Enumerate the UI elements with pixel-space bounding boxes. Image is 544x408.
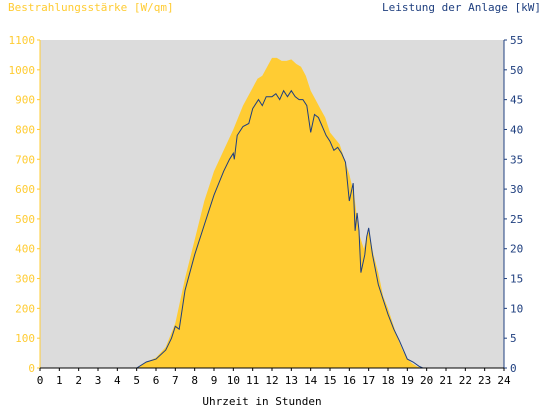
x-tick-label: 17 xyxy=(362,374,375,387)
left-axis-title: Bestrahlungsstärke [W/qm] xyxy=(8,1,174,14)
right-tick-label: 30 xyxy=(510,183,523,196)
right-tick-label: 10 xyxy=(510,302,523,315)
right-tick-label: 20 xyxy=(510,243,523,256)
x-tick-label: 2 xyxy=(75,374,82,387)
right-tick-label: 50 xyxy=(510,64,523,77)
left-tick-label: 700 xyxy=(15,153,35,166)
left-tick-label: 900 xyxy=(15,94,35,107)
axes-layer: 0100200300400500600700800900100011000510… xyxy=(9,34,524,387)
x-tick-label: 20 xyxy=(420,374,433,387)
left-tick-label: 1100 xyxy=(9,34,36,47)
power-line xyxy=(40,89,504,369)
x-tick-label: 12 xyxy=(265,374,278,387)
x-tick-label: 1 xyxy=(56,374,63,387)
x-tick-label: 15 xyxy=(323,374,336,387)
irradiance-area xyxy=(40,57,504,369)
right-tick-label: 0 xyxy=(510,362,517,375)
x-tick-label: 7 xyxy=(172,374,179,387)
left-tick-label: 200 xyxy=(15,302,35,315)
right-tick-label: 5 xyxy=(510,332,517,345)
x-tick-label: 22 xyxy=(459,374,472,387)
x-tick-label: 5 xyxy=(133,374,140,387)
right-tick-label: 40 xyxy=(510,123,523,136)
power-layer xyxy=(40,89,504,369)
right-tick-label: 25 xyxy=(510,213,523,226)
x-tick-label: 13 xyxy=(285,374,298,387)
left-tick-label: 300 xyxy=(15,273,35,286)
x-tick-label: 8 xyxy=(191,374,198,387)
left-tick-label: 400 xyxy=(15,243,35,256)
x-axis-title: Uhrzeit in Stunden xyxy=(202,395,321,408)
left-tick-label: 500 xyxy=(15,213,35,226)
irradiance-layer xyxy=(40,57,504,369)
right-tick-label: 45 xyxy=(510,94,523,107)
x-tick-label: 10 xyxy=(227,374,240,387)
left-tick-label: 1000 xyxy=(9,64,36,77)
left-tick-label: 100 xyxy=(15,332,35,345)
left-tick-label: 600 xyxy=(15,183,35,196)
x-tick-label: 3 xyxy=(95,374,102,387)
x-tick-label: 0 xyxy=(37,374,44,387)
x-tick-label: 18 xyxy=(381,374,394,387)
x-tick-label: 6 xyxy=(153,374,160,387)
right-tick-label: 15 xyxy=(510,273,523,286)
x-tick-label: 11 xyxy=(246,374,259,387)
x-tick-label: 4 xyxy=(114,374,121,387)
right-axis-title: Leistung der Anlage [kW] xyxy=(382,1,541,14)
right-tick-label: 35 xyxy=(510,153,523,166)
x-tick-label: 23 xyxy=(478,374,491,387)
x-tick-label: 21 xyxy=(439,374,452,387)
x-tick-label: 9 xyxy=(211,374,218,387)
left-tick-label: 0 xyxy=(28,362,35,375)
x-tick-label: 24 xyxy=(497,374,511,387)
x-tick-label: 14 xyxy=(304,374,318,387)
x-tick-label: 19 xyxy=(401,374,414,387)
left-tick-label: 800 xyxy=(15,123,35,136)
right-tick-label: 55 xyxy=(510,34,523,47)
x-tick-label: 16 xyxy=(343,374,356,387)
